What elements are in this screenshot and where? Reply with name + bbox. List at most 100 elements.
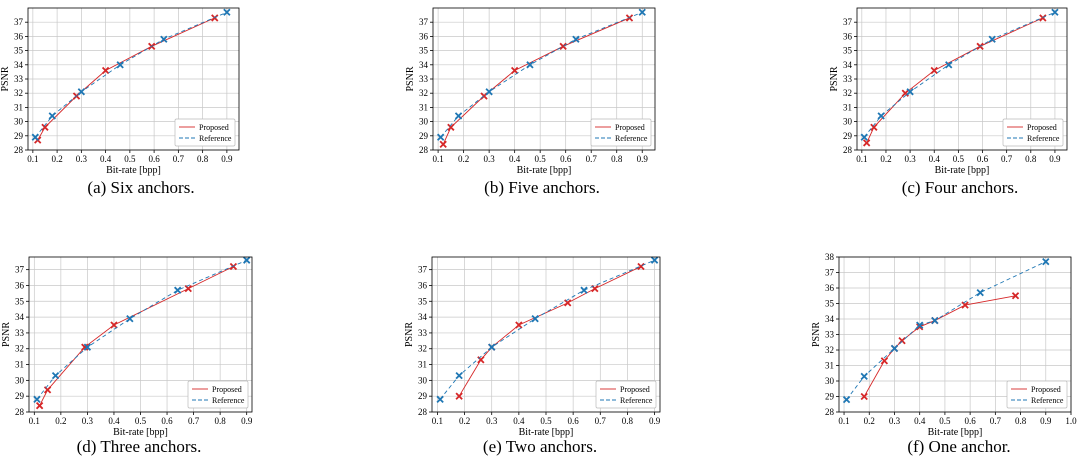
data-point-1 [488,343,496,351]
plot-frame [431,256,661,413]
y-tick-label: 33 [14,74,24,84]
x-tick-label: 0.9 [649,416,661,426]
x-axis-label: Bit-rate [bpp] [935,165,990,176]
x-tick-label: 0.6 [965,416,977,426]
y-tick-label: 35 [843,46,853,56]
x-tick-label: 0.5 [953,154,965,164]
y-tick-label: 32 [14,88,23,98]
series-line-1 [846,261,1046,400]
legend-box [1006,380,1068,409]
data-point-1 [860,133,868,141]
data-point-0 [101,66,110,75]
data-point-1 [638,8,646,16]
data-point-1 [455,371,463,380]
series-line-0 [863,295,1016,397]
y-tick-label: 32 [843,88,852,98]
data-point-1 [976,288,984,297]
y-tick-label: 28 [825,407,835,417]
x-tick-label: 0.7 [1001,154,1013,164]
data-point-1 [77,88,86,96]
x-tick-label: 0.9 [637,154,649,164]
series-line-1 [36,259,247,400]
data-point-0 [515,321,523,329]
x-tick-label: 0.4 [100,154,112,164]
legend-label-0: Proposed [620,385,650,394]
data-point-1 [1042,257,1050,266]
y-tick-label: 37 [419,17,429,27]
x-tick-label: 0.2 [458,154,469,164]
data-point-1 [988,35,996,43]
x-axis-label: Bit-rate [bpp] [928,427,983,438]
x-tick-label: 0.5 [939,416,951,426]
y-tick-label: 30 [418,375,428,385]
y-axis-label: PSNR [404,322,415,347]
y-tick-label: 37 [15,265,25,275]
series-line-1 [863,11,1056,138]
data-point-1 [877,112,885,120]
x-tick-label: 0.8 [622,416,634,426]
y-tick-label: 35 [825,299,835,309]
data-point-0 [870,123,878,131]
chart-panel-1: 0.1 0.2 0.3 0.4 0.5 0.6 0.7 0.8 0.9 28 29 30 31 32 33 3… [405,7,656,197]
y-tick-label: 30 [15,375,25,385]
x-tick-label: 0.8 [611,154,623,164]
legend: Proposed Reference [595,380,657,409]
data-point-1 [173,286,182,294]
data-point-0 [229,262,238,271]
x-tick-label: 0.6 [148,154,160,164]
y-tick-label: 28 [418,407,428,417]
x-tick-label: 0.9 [1040,416,1052,426]
x-tick-label: 0.3 [82,416,94,426]
data-point-0 [41,123,49,131]
y-tick-label: 36 [419,31,429,41]
legend-box [590,118,652,147]
x-tick-label: 0.3 [904,154,916,164]
y-axis-label: PSNR [829,66,840,91]
series-line-1 [440,11,643,138]
legend-label-1: Reference [199,134,232,143]
data-point-0 [1011,292,1020,300]
legend: Proposed Reference [187,380,249,409]
x-tick-label: 0.6 [977,154,989,164]
legend-label-1: Reference [212,396,245,405]
y-tick-label: 33 [419,74,429,84]
data-point-1 [650,256,659,264]
plot-frame [856,7,1068,151]
data-point-1 [890,344,899,353]
data-point-1 [83,343,92,351]
x-tick-label: 0.2 [51,154,62,164]
data-point-1 [485,88,493,96]
data-point-0 [510,66,519,75]
x-tick-label: 0.4 [108,416,120,426]
y-tick-label: 29 [418,391,428,401]
x-tick-label: 0.7 [173,154,185,164]
y-tick-label: 31 [418,360,427,370]
x-tick-label: 0.1 [29,416,40,426]
x-tick-label: 0.5 [540,416,552,426]
x-tick-label: 0.4 [914,416,926,426]
data-point-0 [559,42,567,51]
y-tick-label: 32 [15,344,24,354]
y-tick-label: 33 [418,328,428,338]
x-tick-label: 0.1 [856,154,867,164]
data-point-0 [564,299,572,307]
legend: Proposed Reference [1002,118,1064,147]
y-tick-label: 37 [843,17,853,27]
x-tick-label: 0.4 [929,154,941,164]
y-tick-label: 34 [418,312,428,322]
y-tick-label: 35 [14,46,24,56]
data-point-1 [160,35,168,43]
x-tick-label: 0.1 [27,154,38,164]
data-point-1 [436,395,444,404]
y-tick-label: 36 [418,280,428,290]
x-tick-label: 0.1 [838,416,849,426]
chart-panel-4: 0.1 0.2 0.3 0.4 0.5 0.6 0.7 0.8 0.9 28 29 30 31 32 33 3… [404,256,661,456]
plot-frame [28,256,253,413]
y-tick-label: 31 [15,360,24,370]
data-point-0 [901,89,909,97]
data-point-0 [860,392,868,401]
data-point-1 [945,61,953,69]
y-tick-label: 37 [418,265,428,275]
x-tick-label: 0.1 [432,416,443,426]
data-point-1 [572,35,580,43]
